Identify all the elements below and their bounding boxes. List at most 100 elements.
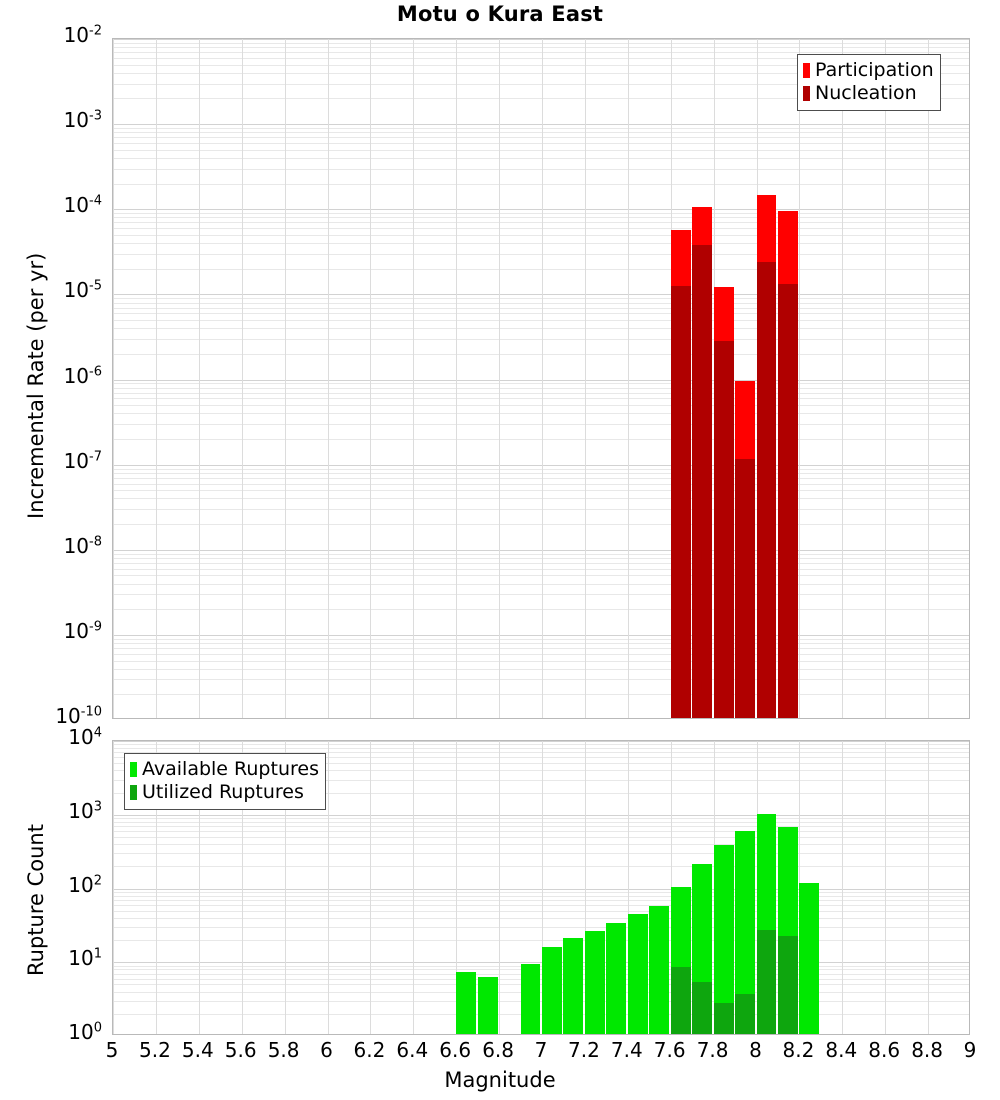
- x-tick-label: 6.4: [396, 1038, 429, 1062]
- gridline-minor: [113, 158, 969, 159]
- available-ruptures-segment: [542, 947, 562, 1034]
- gridline-vertical: [242, 39, 243, 718]
- nucleation-segment: [735, 459, 755, 718]
- gridline-minor: [113, 575, 969, 576]
- gridline-major: [113, 889, 969, 890]
- gridline-minor: [113, 303, 969, 304]
- x-tick-label: 7.2: [567, 1038, 600, 1062]
- x-tick-label: 5: [105, 1038, 119, 1062]
- top-legend-item[interactable]: Participation: [803, 59, 934, 82]
- gridline-minor: [113, 398, 969, 399]
- bottom-gridlines: [113, 741, 969, 1034]
- gridline-vertical: [328, 741, 329, 1034]
- utilized-ruptures-segment: [777, 936, 798, 1034]
- gridline-minor: [113, 554, 969, 555]
- gridline-minor: [113, 969, 969, 970]
- gridline-minor: [113, 217, 969, 218]
- nucleation-segment: [670, 285, 691, 718]
- y-tick-label: 104: [68, 725, 102, 749]
- gridline-vertical: [928, 741, 929, 1034]
- available-ruptures-segment: [584, 930, 605, 1034]
- bar: [692, 39, 713, 718]
- gridline-minor: [113, 757, 969, 758]
- gridline-minor: [113, 150, 969, 151]
- gridline-minor: [113, 609, 969, 610]
- gridline-minor: [113, 339, 969, 340]
- x-tick-label: 7.4: [610, 1038, 643, 1062]
- gridline-minor: [113, 694, 969, 695]
- gridline-minor: [113, 405, 969, 406]
- gridline-minor: [113, 388, 969, 389]
- available-ruptures-segment: [606, 922, 627, 1034]
- gridline-minor: [113, 793, 969, 794]
- gridline-vertical: [156, 39, 157, 718]
- bottom-legend-item[interactable]: Utilized Ruptures: [130, 781, 319, 804]
- gridline-minor: [113, 43, 969, 44]
- bar: [563, 741, 584, 1034]
- gridline-minor: [113, 269, 969, 270]
- gridline-minor: [113, 654, 969, 655]
- gridline-minor: [113, 98, 969, 99]
- gridline-minor: [113, 213, 969, 214]
- bottom-legend-item[interactable]: Available Ruptures: [130, 758, 319, 781]
- gridline-vertical: [628, 39, 629, 718]
- x-tick-label: 7: [534, 1038, 548, 1062]
- x-tick-label: 7.8: [696, 1038, 729, 1062]
- legend-swatch-icon: [803, 86, 810, 101]
- gridline-vertical: [499, 39, 500, 718]
- gridline-minor: [113, 594, 969, 595]
- x-tick-label: 8.6: [868, 1038, 901, 1062]
- gridline-minor: [113, 132, 969, 133]
- gridline-minor: [113, 866, 969, 867]
- gridline-minor: [113, 235, 969, 236]
- page-title: Motu o Kura East: [396, 2, 604, 26]
- gridline-vertical: [885, 741, 886, 1034]
- x-tick-label: 6: [320, 1038, 333, 1062]
- gridline-minor: [113, 490, 969, 491]
- gridline-vertical: [499, 741, 500, 1034]
- bar: [799, 741, 820, 1034]
- y-tick-label: 101: [68, 946, 102, 971]
- gridline-minor: [113, 228, 969, 229]
- gridline-minor: [113, 308, 969, 309]
- x-tick-label: 6.8: [482, 1038, 514, 1062]
- gridline-major: [113, 815, 969, 816]
- gridline-minor: [113, 905, 969, 906]
- available-ruptures-segment: [799, 883, 820, 1034]
- available-ruptures-segment: [649, 905, 670, 1034]
- gridline-minor: [113, 648, 969, 649]
- y-tick-label: 103: [68, 798, 102, 823]
- available-ruptures-segment: [520, 963, 541, 1034]
- gridline-minor: [113, 73, 969, 74]
- bar: [584, 741, 605, 1034]
- available-ruptures-segment: [477, 976, 498, 1034]
- gridline-major: [113, 294, 969, 295]
- gridline-minor: [113, 509, 969, 510]
- legend-label: Available Ruptures: [142, 758, 319, 780]
- bar: [756, 39, 777, 718]
- gridline-minor: [113, 780, 969, 781]
- gridline-minor: [113, 558, 969, 559]
- gridline-minor: [113, 243, 969, 244]
- gridline-minor: [113, 966, 969, 967]
- gridline-vertical: [199, 39, 200, 718]
- gridline-major: [113, 380, 969, 381]
- gridline-minor: [113, 84, 969, 85]
- gridline-minor: [113, 853, 969, 854]
- gridline-vertical: [799, 39, 800, 718]
- bar: [456, 741, 477, 1034]
- gridline-vertical: [542, 741, 543, 1034]
- x-tick-label: 8.4: [825, 1038, 858, 1062]
- gridline-minor: [113, 770, 969, 771]
- x-tick-label: 6.6: [439, 1038, 472, 1062]
- gridline-minor: [113, 643, 969, 644]
- y-tick-label: 10-8: [63, 533, 102, 558]
- gridline-minor: [113, 413, 969, 414]
- gridline-minor: [113, 744, 969, 745]
- gridline-minor: [113, 584, 969, 585]
- gridline-minor: [113, 669, 969, 670]
- top-legend-item[interactable]: Nucleation: [803, 82, 934, 105]
- y-tick-label: 102: [68, 872, 102, 897]
- x-tick-label: 5.4: [181, 1038, 214, 1062]
